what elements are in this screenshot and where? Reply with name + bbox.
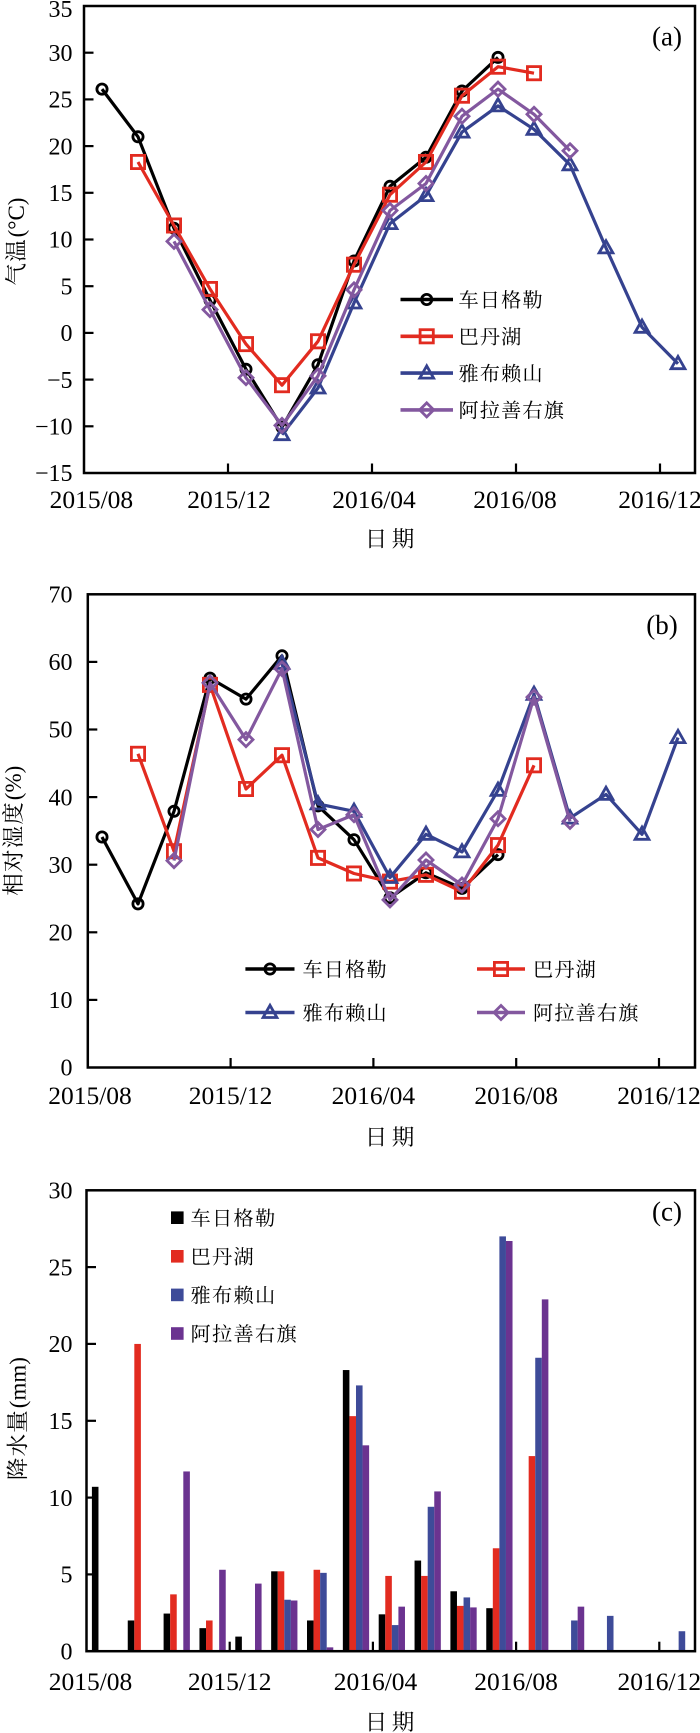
svg-text:(b): (b) bbox=[646, 610, 677, 640]
svg-text:10: 10 bbox=[49, 228, 73, 254]
svg-text:2015/08: 2015/08 bbox=[49, 1667, 133, 1696]
svg-text:2016/04: 2016/04 bbox=[334, 1667, 418, 1696]
svg-text:2016/04: 2016/04 bbox=[332, 485, 416, 514]
svg-text:50: 50 bbox=[49, 718, 73, 744]
svg-text:0: 0 bbox=[61, 321, 73, 347]
svg-text:2016/12: 2016/12 bbox=[618, 485, 700, 514]
svg-text:25: 25 bbox=[49, 1255, 73, 1281]
svg-text:0: 0 bbox=[61, 1639, 73, 1665]
svg-text:2016/08: 2016/08 bbox=[473, 485, 557, 514]
svg-text:−10: −10 bbox=[35, 415, 73, 441]
svg-text:2016/12: 2016/12 bbox=[618, 1667, 700, 1696]
svg-text:35: 35 bbox=[49, 0, 73, 23]
svg-text:70: 70 bbox=[49, 583, 73, 609]
svg-text:20: 20 bbox=[49, 921, 73, 947]
svg-text:40: 40 bbox=[49, 785, 73, 811]
svg-text:30: 30 bbox=[49, 41, 73, 67]
svg-text:5: 5 bbox=[61, 274, 73, 300]
svg-text:−5: −5 bbox=[47, 368, 73, 394]
svg-text:−15: −15 bbox=[35, 461, 73, 487]
svg-text:(a): (a) bbox=[652, 22, 682, 52]
svg-text:20: 20 bbox=[49, 1332, 73, 1358]
svg-text:2015/08: 2015/08 bbox=[48, 1081, 132, 1110]
svg-text:(%): (%) bbox=[1, 766, 26, 800]
svg-text:(°C): (°C) bbox=[4, 198, 29, 238]
svg-text:2015/08: 2015/08 bbox=[50, 485, 134, 514]
svg-text:2015/12: 2015/12 bbox=[189, 1081, 273, 1110]
svg-text:5: 5 bbox=[61, 1563, 73, 1589]
svg-text:60: 60 bbox=[49, 650, 73, 676]
svg-text:2016/08: 2016/08 bbox=[474, 1081, 558, 1110]
svg-text:15: 15 bbox=[49, 181, 73, 207]
svg-text:(mm): (mm) bbox=[5, 1357, 30, 1408]
svg-text:30: 30 bbox=[49, 853, 73, 879]
svg-text:15: 15 bbox=[49, 1409, 73, 1435]
svg-text:10: 10 bbox=[49, 988, 73, 1014]
svg-text:(c): (c) bbox=[652, 1197, 682, 1227]
svg-text:2016/12: 2016/12 bbox=[617, 1081, 700, 1110]
svg-text:20: 20 bbox=[49, 134, 73, 160]
svg-text:2015/12: 2015/12 bbox=[187, 485, 271, 514]
svg-text:2016/08: 2016/08 bbox=[474, 1667, 558, 1696]
svg-text:2015/12: 2015/12 bbox=[188, 1667, 272, 1696]
svg-text:0: 0 bbox=[61, 1056, 73, 1082]
svg-text:25: 25 bbox=[49, 88, 73, 114]
svg-text:10: 10 bbox=[49, 1486, 73, 1512]
svg-text:30: 30 bbox=[49, 1179, 73, 1205]
svg-text:2016/04: 2016/04 bbox=[332, 1081, 416, 1110]
